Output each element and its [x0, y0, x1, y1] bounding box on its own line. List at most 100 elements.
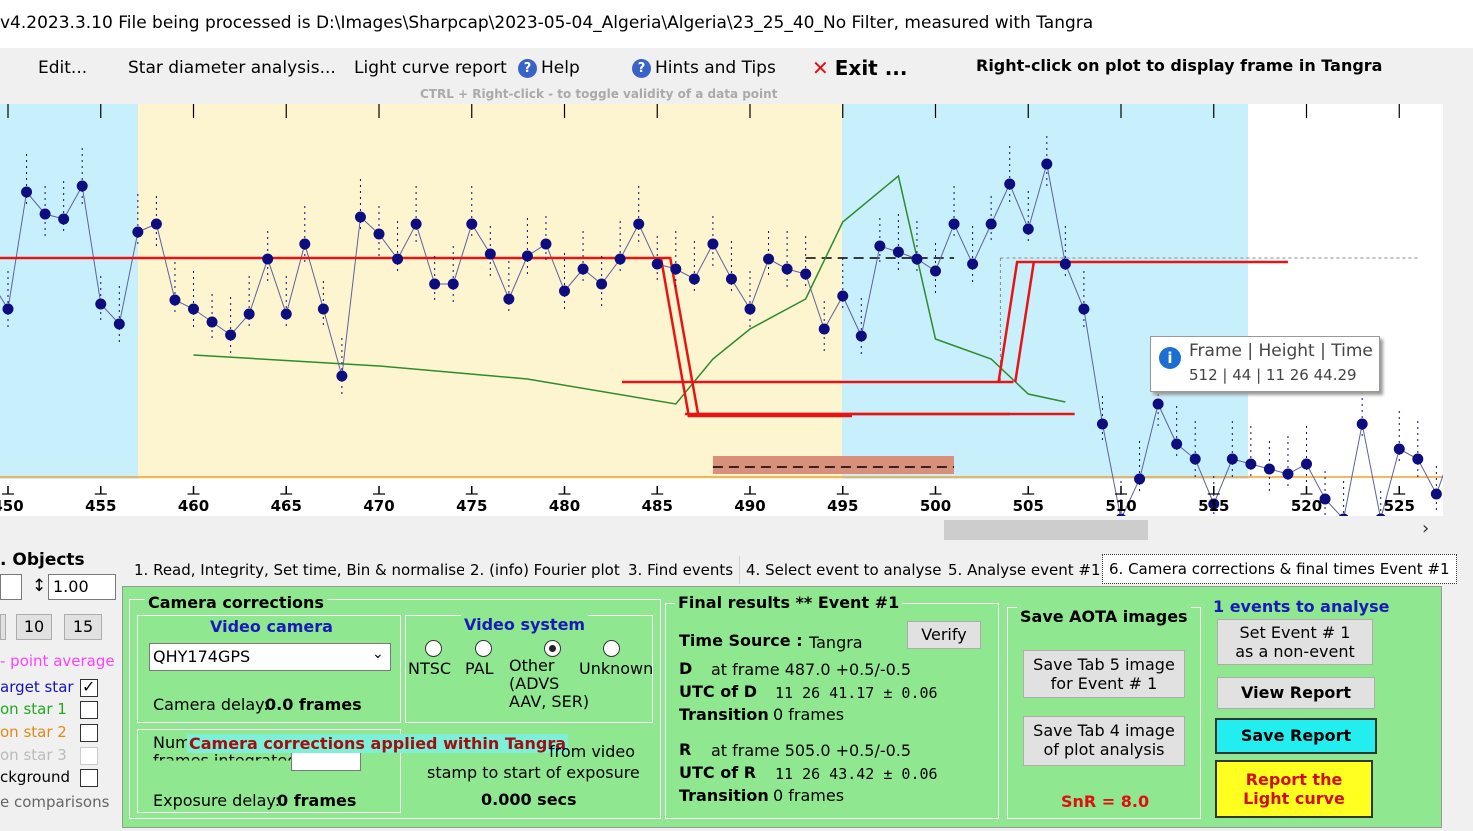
x-tick-label: 455 — [85, 497, 116, 515]
plot-scrollbar[interactable] — [0, 516, 1443, 542]
star-diameter-menu[interactable]: Star diameter analysis... — [128, 58, 336, 78]
chevron-down-icon: ⌄ — [372, 646, 384, 662]
data-point — [392, 253, 404, 265]
data-point — [596, 278, 608, 290]
help-menu[interactable]: ? Help — [518, 58, 580, 78]
data-point — [670, 263, 682, 275]
transition-r-label: Transition — [679, 786, 769, 805]
comp-star-3-checkbox[interactable] — [80, 747, 98, 765]
camera-corrections-group — [129, 599, 661, 819]
report-light-curve-button[interactable]: Report the Light curve — [1215, 760, 1373, 818]
data-point — [1116, 513, 1126, 516]
radio-unknown[interactable] — [603, 640, 620, 657]
data-point — [688, 273, 700, 285]
save-report-button[interactable]: Save Report — [1215, 718, 1377, 754]
comp-star-1-label: on star 1 — [0, 700, 67, 718]
data-point — [1376, 513, 1386, 516]
data-point — [1208, 498, 1220, 510]
left-btn[interactable] — [0, 614, 6, 640]
data-point — [1022, 223, 1034, 235]
light-curve-plot[interactable]: 450 455 460 465 470 475 480 485 490 495 500 505 510 5… — [0, 104, 1443, 516]
data-point — [132, 226, 144, 238]
scale-spinner[interactable]: 1.00 — [48, 574, 116, 600]
help-icon: ? — [518, 59, 537, 78]
frames-integrated-input[interactable] — [291, 751, 361, 771]
view-report-button[interactable]: View Report — [1217, 677, 1375, 709]
edit-menu[interactable]: Edit... — [38, 58, 88, 78]
camera-select[interactable]: QHY174GPS ⌄ — [149, 643, 391, 671]
ctrl-hint: CTRL + Right-click - to toggle validity … — [420, 87, 778, 101]
data-point — [243, 308, 255, 320]
x-tick-label: 470 — [363, 497, 394, 515]
ntsc-label: NTSC — [408, 659, 452, 678]
radio-other[interactable] — [544, 640, 561, 657]
btn-15[interactable]: 15 — [64, 614, 102, 640]
title-bar: v4.2023.3.10 File being processed is D:\… — [0, 0, 1473, 48]
x-tick-label: 475 — [456, 497, 487, 515]
transition-d-label: Transition — [679, 705, 769, 724]
tab-analyse-event[interactable]: 5. Analyse event #1 — [942, 556, 1108, 584]
time-source-label: Time Source : — [679, 631, 803, 650]
data-point — [336, 370, 348, 382]
btn-10[interactable]: 10 — [16, 614, 52, 640]
exposure-delay-label: Exposure delay: — [153, 791, 281, 810]
tab-find-events[interactable]: 3. Find events — [622, 556, 741, 584]
tab-fourier[interactable]: 2. (info) Fourier plot — [464, 556, 627, 584]
data-point — [818, 323, 830, 335]
set-non-event-button[interactable]: Set Event # 1 as a non-event — [1217, 619, 1373, 665]
event-region — [138, 104, 842, 479]
save-tab5-button[interactable]: Save Tab 5 image for Event # 1 — [1023, 650, 1185, 698]
plot-canvas[interactable]: 450 455 460 465 470 475 480 485 490 495 500 505 510 5… — [0, 104, 1443, 516]
data-point — [911, 253, 923, 265]
left-panel: . Objects ↕ 1.00 10 15 - point average a… — [0, 542, 122, 831]
radio-ntsc[interactable] — [425, 640, 442, 657]
x-tick-label: 510 — [1105, 497, 1136, 515]
window-title: v4.2023.3.10 File being processed is D:\… — [0, 13, 1094, 33]
left-spinner[interactable] — [0, 574, 22, 600]
x-tick-label: 490 — [734, 497, 765, 515]
close-icon: ✕ — [812, 56, 829, 80]
x-tick-label: 495 — [827, 497, 858, 515]
exposure-secs: 0.000 secs — [481, 790, 577, 809]
scrollbar-thumb[interactable] — [944, 520, 1148, 540]
target-star-checkbox[interactable]: ✓ — [80, 677, 98, 697]
exit-label: Exit ... — [834, 56, 908, 80]
background-checkbox[interactable] — [80, 769, 98, 787]
camera-corrections-panel: Camera corrections Video camera QHY174GP… — [122, 586, 1442, 828]
data-point — [76, 180, 88, 192]
snr-label: SnR = 8.0 — [1061, 792, 1150, 811]
data-point — [1282, 468, 1294, 480]
data-point — [299, 238, 311, 250]
tab-camera-corrections[interactable]: 6. Camera corrections & final times Even… — [1102, 554, 1457, 584]
x-tick-label: 525 — [1384, 497, 1415, 515]
light-curve-report-menu[interactable]: Light curve report — [354, 58, 507, 78]
comparison-curve — [193, 174, 1066, 405]
radio-pal[interactable] — [475, 640, 492, 657]
tab-select-event[interactable]: 4. Select event to analyse — [740, 556, 949, 584]
data-point — [651, 258, 663, 270]
data-point — [930, 265, 942, 277]
data-point — [1301, 458, 1313, 470]
data-point — [1152, 398, 1164, 410]
data-point — [744, 303, 756, 315]
exit-menu[interactable]: ✕ Exit ... — [812, 56, 908, 80]
video-camera-group — [137, 615, 401, 723]
check-icon: ✓ — [82, 677, 96, 696]
data-point — [521, 250, 533, 262]
verify-button[interactable]: Verify — [907, 621, 981, 649]
camera-delay-label: Camera delay: — [153, 695, 269, 714]
help-label: Help — [541, 58, 580, 78]
frames-integrated-label-2: frames integrated — [153, 751, 298, 770]
hints-menu[interactable]: ? Hints and Tips — [632, 58, 776, 78]
scroll-right-icon[interactable]: › — [1422, 518, 1430, 539]
frames-integrated-group — [137, 729, 401, 813]
data-point — [1189, 453, 1201, 465]
right-click-note: Right-click on plot to display frame in … — [976, 56, 1383, 75]
data-point — [892, 246, 904, 258]
save-tab4-button[interactable]: Save Tab 4 image of plot analysis — [1023, 716, 1185, 766]
comp-star-2-checkbox[interactable] — [80, 724, 98, 742]
comp-star-1-checkbox[interactable] — [80, 701, 98, 719]
data-point — [1171, 438, 1183, 450]
tab-read[interactable]: 1. Read, Integrity, Set time, Bin & norm… — [128, 556, 473, 584]
data-point — [484, 248, 496, 260]
